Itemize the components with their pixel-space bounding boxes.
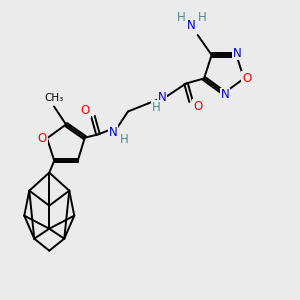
Text: N: N [233, 46, 242, 59]
Text: H: H [198, 11, 207, 23]
Text: N: N [158, 91, 167, 104]
Text: H: H [177, 11, 186, 23]
Text: O: O [194, 100, 203, 113]
Text: O: O [80, 104, 90, 117]
Text: H: H [120, 133, 128, 146]
Text: N: N [187, 19, 196, 32]
Text: O: O [38, 132, 46, 145]
Text: O: O [242, 72, 252, 85]
Text: CH₃: CH₃ [44, 94, 64, 103]
Text: N: N [109, 126, 117, 139]
Text: H: H [152, 101, 161, 114]
Text: N: N [220, 88, 230, 101]
